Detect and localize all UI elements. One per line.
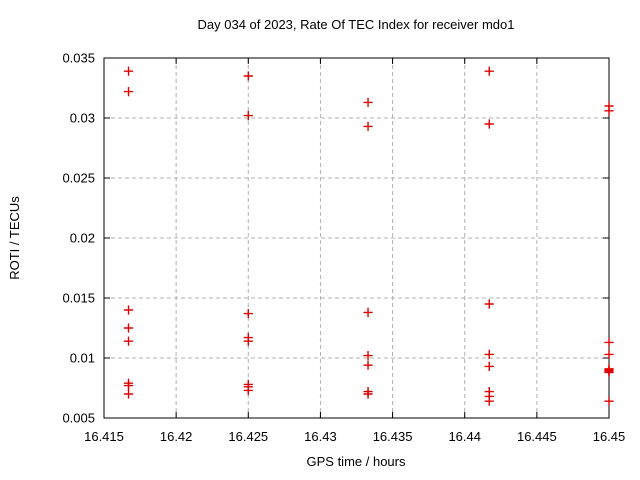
y-tick-label: 0.03	[70, 111, 95, 126]
y-tick-label: 0.025	[62, 171, 95, 186]
data-point	[604, 367, 614, 377]
x-tick-label: 16.425	[228, 429, 268, 444]
y-tick-label: 0.015	[62, 291, 95, 306]
data-point	[484, 361, 494, 371]
data-point	[243, 385, 253, 395]
y-tick-label: 0.005	[62, 411, 95, 426]
tick-layer	[103, 57, 610, 419]
data-point	[123, 323, 134, 333]
data-point	[484, 299, 494, 309]
y-tick-label: 0.01	[70, 351, 95, 366]
x-tick-label: 16.435	[373, 429, 413, 444]
data-point	[243, 71, 253, 81]
data-point	[123, 305, 134, 315]
data-point	[243, 336, 253, 346]
data-point	[604, 349, 614, 359]
x-tick-label: 16.43	[304, 429, 337, 444]
data-point	[123, 389, 134, 399]
data-point	[363, 121, 373, 131]
data-point	[604, 337, 614, 347]
data-point	[363, 351, 373, 361]
x-tick-label: 16.44	[448, 429, 481, 444]
data-point	[363, 97, 373, 107]
data-point	[604, 106, 614, 116]
data-point	[123, 336, 134, 346]
data-point	[604, 396, 614, 406]
data-point	[484, 349, 494, 359]
data-point	[363, 389, 373, 399]
data-point	[123, 87, 134, 97]
tick-label-layer: 16.415 16.42 16.425 16.43 16.435 16.44 16.445 1…	[62, 51, 625, 445]
chart-title: Day 034 of 2023, Rate Of TEC Index for r…	[198, 17, 515, 32]
x-tick-label: 16.415	[84, 429, 124, 444]
x-tick-label: 16.45	[593, 429, 626, 444]
y-tick-label: 0.02	[70, 231, 95, 246]
data-point	[243, 309, 253, 319]
data-point	[363, 307, 373, 317]
points-layer	[123, 66, 614, 406]
data-point	[484, 396, 494, 406]
data-point	[484, 119, 494, 129]
x-axis-title: GPS time / hours	[307, 454, 406, 469]
y-tick-label: 0.035	[62, 51, 95, 66]
data-point	[243, 111, 253, 121]
data-point	[484, 66, 494, 76]
grid-layer	[104, 58, 609, 418]
data-point	[123, 66, 134, 76]
y-axis-title: ROTI / TECUs	[7, 196, 22, 280]
x-tick-label: 16.42	[160, 429, 193, 444]
x-tick-label: 16.445	[517, 429, 557, 444]
data-point	[123, 381, 134, 391]
data-point	[363, 360, 373, 370]
